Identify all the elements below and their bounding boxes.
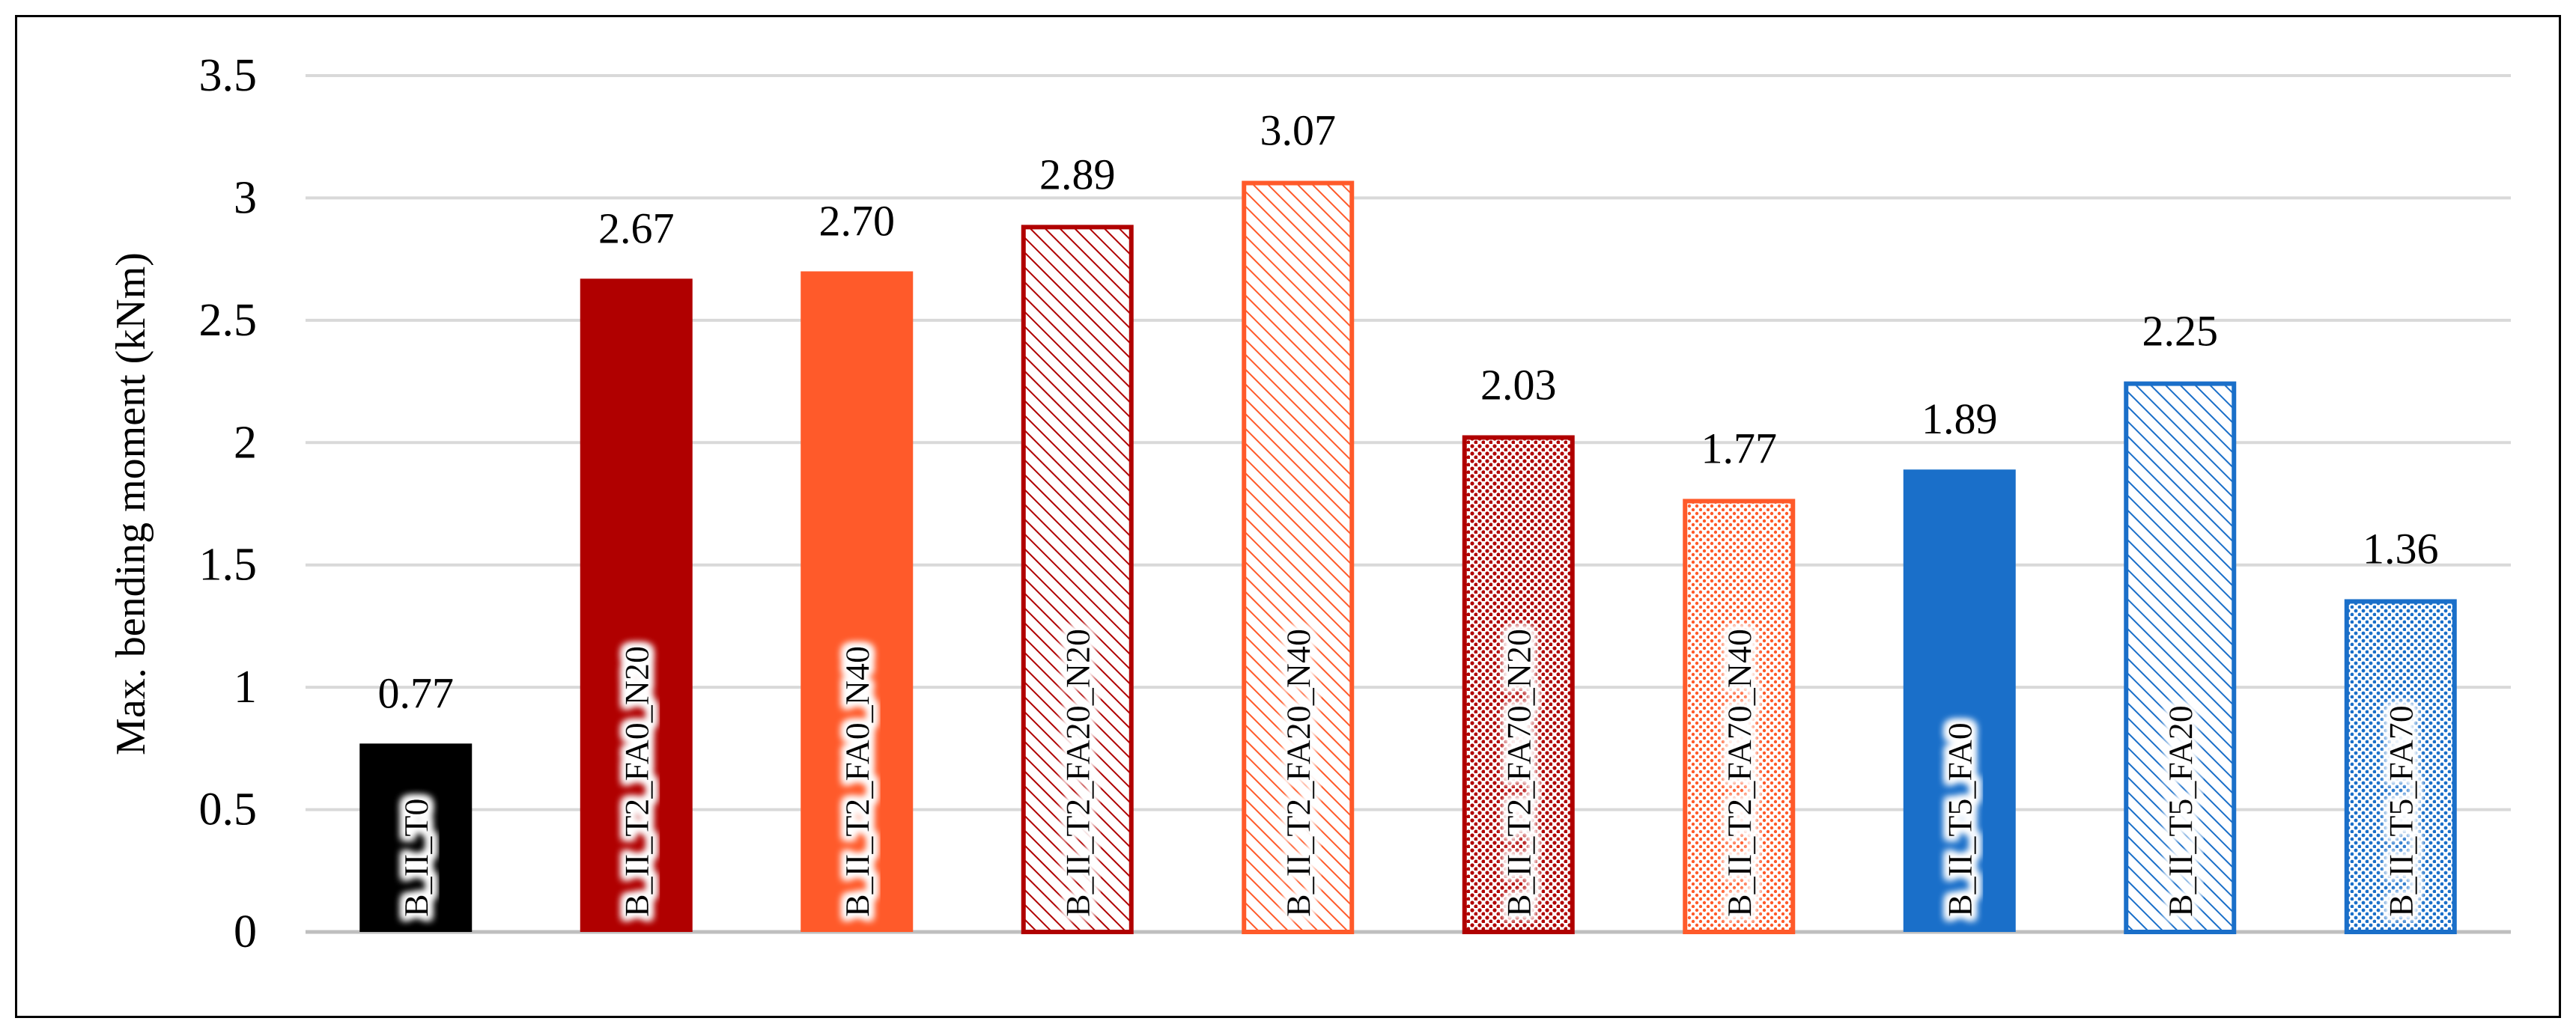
category-label-b-ii-t5-fa0: B_II_T5_FA0: [1941, 722, 1979, 917]
bar-b-ii-t2-fa20-n20: [1021, 225, 1134, 934]
bar-b-ii-t2-fa70-n40: [1683, 499, 1796, 934]
bar-b-ii-t5-fa70: [2344, 599, 2457, 935]
category-label-b-ii-t2-fa20-n40: B_II_T2_FA20_N40: [1279, 629, 1317, 917]
bar-b-ii-t2-fa0-n40: [801, 271, 914, 932]
value-labels: 0.77 2.67 2.70 2.89 3.07 2.03 1.77 1.89 2.25 1.36: [378, 106, 2439, 718]
bar-b-ii-t2-fa20-n40: [1242, 180, 1355, 934]
value-label-b-ii-t2-fa20-n40: 3.07: [1260, 106, 1337, 155]
category-label-b-ii-t5-fa20: B_II_T5_FA20: [2161, 705, 2199, 917]
y-tick-0-5: 0.5: [199, 784, 258, 835]
category-label-b-ii-t2-fa0-n20: B_II_T2_FA0_N20: [618, 646, 656, 917]
category-label-b-ii-t2-fa0-n40: B_II_T2_FA0_N40: [838, 646, 876, 917]
category-label-b-ii-t2-fa70-n40: B_II_T2_FA70_N40: [1720, 629, 1758, 917]
value-label-b-ii-t2-fa70-n20: 2.03: [1480, 360, 1557, 409]
category-label-b-ii-t5-fa70: B_II_T5_FA70: [2382, 705, 2420, 917]
y-tick-3: 3: [234, 172, 257, 223]
value-label-b-ii-t2-fa70-n40: 1.77: [1701, 424, 1778, 472]
y-axis-label: Max. bending moment (kNm): [108, 252, 154, 755]
y-tick-1-5: 1.5: [199, 540, 258, 591]
category-labels: B_II_T0 B_II_T2_FA0_N20 B_II_T2_FA0_N40 B_I…: [397, 629, 2420, 917]
y-tick-labels: 0 0.5 1 1.5 2 2.5 3 3.5: [199, 50, 258, 957]
bar-b-ii-t5-fa20: [2124, 381, 2237, 935]
y-tick-0: 0: [234, 906, 257, 957]
y-tick-3-5: 3.5: [199, 50, 258, 101]
category-label-b-ii-t0: B_II_T0: [397, 799, 435, 917]
value-label-b-ii-t2-fa20-n20: 2.89: [1039, 150, 1116, 198]
bar-b-ii-t5-fa0: [1903, 469, 2016, 932]
chart-frame: Max. bending moment (kNm) 0 0.5 1 1.5 2 2.5 3 3…: [15, 15, 2561, 1018]
value-label-b-ii-t2-fa0-n20: 2.67: [598, 204, 675, 252]
bars: [359, 180, 2457, 935]
bar-b-ii-t2-fa0-n20: [580, 278, 693, 932]
value-label-b-ii-t5-fa70: 1.36: [2363, 524, 2439, 573]
value-label-b-ii-t0: 0.77: [378, 668, 455, 717]
value-label-b-ii-t5-fa20: 2.25: [2142, 307, 2219, 356]
y-tick-2: 2: [234, 417, 257, 468]
category-label-b-ii-t2-fa70-n20: B_II_T2_FA70_N20: [1500, 629, 1538, 917]
bar-chart: Max. bending moment (kNm) 0 0.5 1 1.5 2 2.5 3 3…: [108, 50, 2511, 957]
bar-b-ii-t0: [359, 743, 473, 932]
value-label-b-ii-t5-fa0: 1.89: [1922, 394, 1998, 443]
y-tick-1: 1: [234, 662, 257, 713]
y-tick-2-5: 2.5: [199, 295, 258, 346]
category-label-b-ii-t2-fa20-n20: B_II_T2_FA20_N20: [1059, 629, 1097, 917]
bar-b-ii-t2-fa70-n20: [1462, 435, 1575, 934]
value-label-b-ii-t2-fa0-n40: 2.70: [819, 196, 896, 245]
